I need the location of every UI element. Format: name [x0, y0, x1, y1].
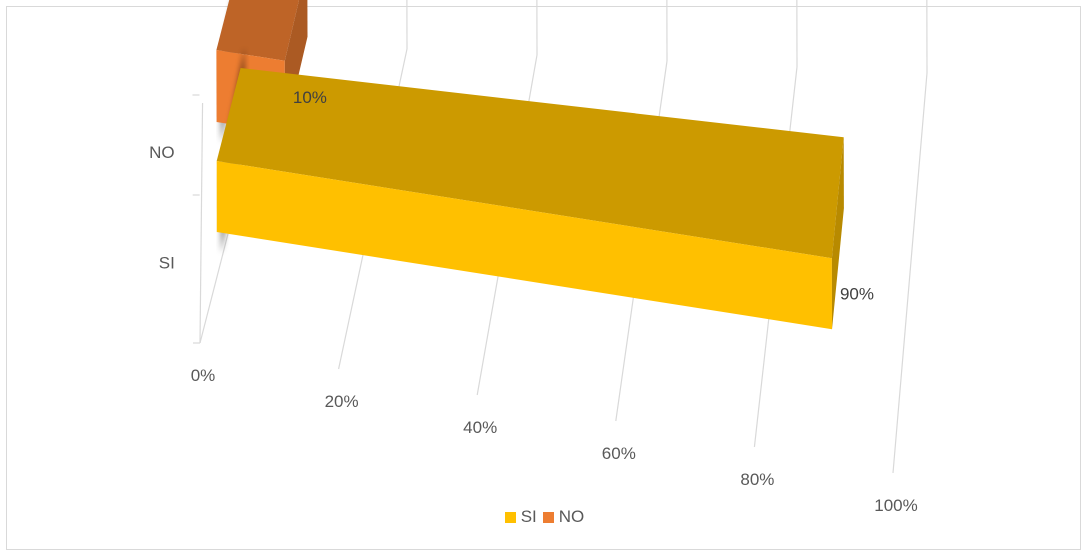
bars — [216, 0, 844, 330]
category-labels: NO SI — [149, 143, 175, 273]
gridline-floor-5 — [892, 72, 928, 474]
x-tick-label-3: 60% — [602, 444, 636, 463]
legend-swatch-no — [542, 511, 554, 523]
category-label-no: NO — [149, 143, 175, 162]
category-axis — [192, 94, 204, 344]
data-label-no: 10% — [293, 88, 327, 107]
x-tick-label-5: 100% — [874, 496, 917, 515]
category-axis-line — [199, 102, 204, 344]
bar-front-si — [216, 161, 832, 330]
gridline-wall-1 — [406, 0, 408, 50]
legend-swatch-si — [504, 511, 516, 523]
x-tick-label-0: 0% — [191, 366, 216, 385]
x-tick-label-1: 20% — [325, 392, 359, 411]
legend: SI NO — [0, 507, 1089, 528]
legend-label-si: SI — [520, 507, 537, 526]
legend-item-no: NO — [542, 507, 585, 527]
gridline-wall-2 — [536, 0, 538, 56]
bar-end-si — [831, 137, 844, 330]
gridline-wall-4 — [796, 0, 798, 68]
bar-top-no — [216, 0, 300, 61]
x-tick-label-4: 80% — [740, 470, 774, 489]
gridline-wall-5 — [926, 0, 928, 74]
gridline-wall-3 — [666, 0, 668, 62]
data-label-si: 90% — [840, 285, 874, 304]
data-labels: 10% 90% — [293, 88, 874, 304]
legend-label-no: NO — [558, 507, 585, 526]
legend-item-si: SI — [504, 507, 537, 527]
bar-si — [216, 48, 844, 330]
category-label-si: SI — [159, 254, 175, 273]
x-tick-labels: 0% 20% 40% 60% 80% 100% — [191, 366, 918, 515]
bar-top-si — [216, 68, 844, 259]
x-tick-label-2: 40% — [463, 418, 497, 437]
